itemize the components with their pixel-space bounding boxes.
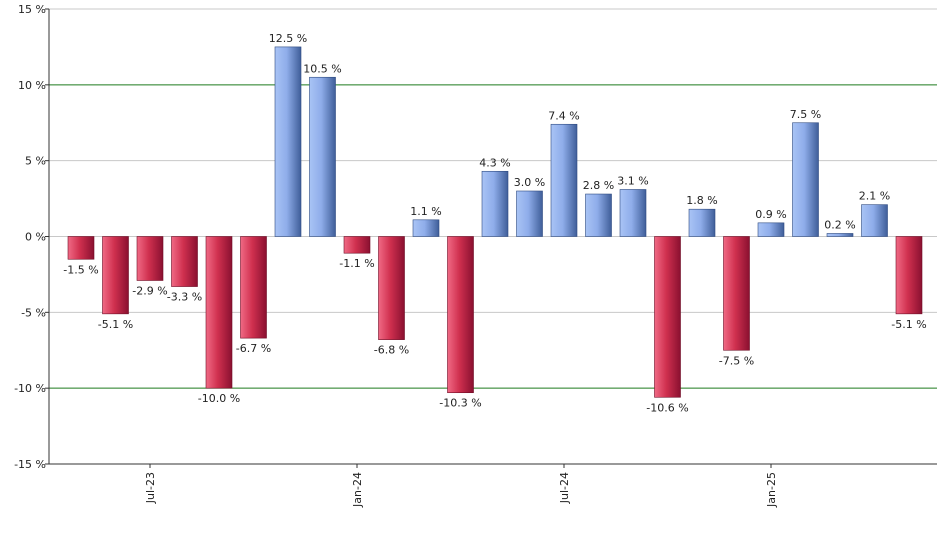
bar [136, 236, 164, 281]
bar [895, 236, 923, 315]
bar [619, 189, 647, 237]
y-tick-label: -10 % [14, 382, 46, 395]
bar [412, 219, 440, 237]
bar [861, 204, 888, 237]
bar [516, 190, 543, 237]
bar-value-label: 7.4 % [548, 109, 579, 122]
bar [309, 76, 336, 237]
y-tick-label: 10 % [18, 79, 46, 92]
bar [343, 236, 371, 254]
bar-value-label: 10.5 % [303, 62, 341, 75]
y-axis-tick-labels: 15 % 10 % 5 % 0 % -5 % -10 % -15 % [14, 3, 46, 471]
bar [67, 236, 95, 260]
bar [826, 233, 854, 237]
bar-value-label: -2.9 % [132, 284, 167, 297]
bars [67, 46, 923, 398]
bar-value-label: -5.1 % [891, 318, 926, 331]
bar-value-label: -6.7 % [236, 342, 271, 355]
x-tick-label: Jul-23 [144, 472, 157, 504]
x-axis-tick-labels: Jul-23 Jan-24 Jul-24 Jan-25 [144, 464, 778, 508]
x-tick-label: Jan-24 [351, 472, 364, 508]
bar-value-label: 4.3 % [479, 156, 510, 169]
bar-value-label: -6.8 % [374, 344, 409, 357]
bar-value-label: -5.1 % [98, 318, 133, 331]
bar [447, 236, 474, 394]
bar-value-label: -1.5 % [63, 263, 98, 276]
bar [240, 236, 267, 339]
bar-value-label: -10.3 % [439, 397, 481, 410]
bar-value-label: -10.6 % [646, 401, 688, 414]
bar [550, 123, 578, 237]
bar-value-label: -3.3 % [167, 291, 202, 304]
bar [205, 236, 233, 389]
bar-value-label: 12.5 % [269, 32, 307, 45]
bar-value-label: -10.0 % [198, 392, 240, 405]
bar [757, 222, 785, 237]
bar-value-label: 3.1 % [617, 174, 648, 187]
bar [585, 193, 612, 237]
bar [274, 46, 302, 237]
bar [481, 170, 509, 237]
bar [723, 236, 750, 351]
bar-value-label: 2.1 % [859, 190, 890, 203]
bar [654, 236, 681, 398]
bar [792, 122, 819, 237]
bar-value-label: -7.5 % [719, 354, 754, 367]
y-tick-label: 15 % [18, 3, 46, 16]
bar-value-label: 0.9 % [755, 208, 786, 221]
bar-value-label: 2.8 % [583, 179, 614, 192]
bar-value-label: 3.0 % [514, 176, 545, 189]
bar-value-label: 1.8 % [686, 194, 717, 207]
y-tick-label: 0 % [25, 231, 46, 244]
bar [688, 208, 716, 237]
bar-value-label: 0.2 % [824, 218, 855, 231]
y-tick-label: -15 % [14, 458, 46, 471]
x-tick-label: Jan-25 [765, 472, 778, 508]
y-tick-label: -5 % [21, 306, 46, 319]
bar-value-label: 7.5 % [790, 108, 821, 121]
x-tick-label: Jul-24 [558, 472, 571, 504]
bar [102, 236, 129, 315]
y-tick-label: 5 % [25, 155, 46, 168]
bar-value-label: 1.1 % [410, 205, 441, 218]
bar [378, 236, 405, 340]
bar-value-label: -1.1 % [339, 257, 374, 270]
axes [48, 9, 937, 465]
bar [171, 236, 198, 287]
bar-value-labels: -1.5 % -5.1 % -2.9 % -3.3 % -10.0 % -6.7 % 12.… [63, 32, 926, 414]
